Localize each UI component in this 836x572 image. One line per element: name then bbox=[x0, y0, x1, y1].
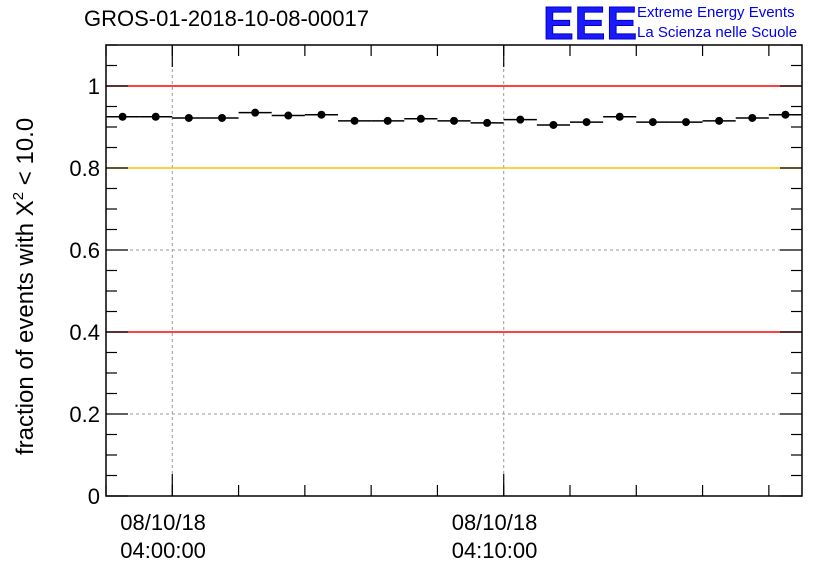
data-point bbox=[648, 118, 657, 127]
y-tick-label: 0.6 bbox=[69, 238, 100, 263]
data-point bbox=[151, 112, 160, 121]
data-point bbox=[184, 113, 193, 122]
data-point bbox=[218, 113, 226, 122]
logo-line-1: Extreme Energy Events bbox=[637, 4, 795, 21]
y-tick-label: 0.8 bbox=[69, 156, 100, 181]
y-tick-label: 0.4 bbox=[69, 320, 100, 345]
y-axis-label: fraction of events with Χ2 < 10.0 bbox=[10, 118, 39, 455]
x-tick-label-time: 04:00:00 bbox=[120, 538, 206, 563]
data-point bbox=[615, 112, 624, 121]
data-point bbox=[781, 110, 790, 119]
data-point bbox=[483, 118, 492, 127]
data-point bbox=[251, 108, 260, 117]
data-point bbox=[416, 114, 425, 123]
y-tick-label: 0.2 bbox=[69, 402, 100, 427]
data-point bbox=[715, 116, 724, 125]
x-tick-label-date: 08/10/18 bbox=[120, 510, 206, 535]
logo-line-2: La Scienza nelle Scuole bbox=[637, 24, 798, 41]
data-point bbox=[284, 111, 293, 120]
data-point bbox=[582, 118, 591, 127]
chart-title: GROS-01-2018-10-08-00017 bbox=[84, 6, 369, 31]
x-tick-label-time: 04:10:00 bbox=[452, 538, 538, 563]
data-point bbox=[450, 116, 458, 125]
data-point bbox=[549, 120, 558, 129]
data-point bbox=[748, 113, 757, 122]
y-tick-label: 0 bbox=[88, 484, 100, 509]
logo-mark: EEE bbox=[542, 0, 639, 49]
data-point bbox=[317, 110, 326, 119]
y-tick-label: 1 bbox=[88, 74, 100, 99]
data-point bbox=[383, 116, 392, 125]
data-point bbox=[350, 116, 359, 125]
plot-frame bbox=[105, 44, 803, 497]
data-point bbox=[682, 118, 690, 127]
data-point bbox=[118, 112, 127, 121]
x-tick-label-date: 08/10/18 bbox=[452, 510, 538, 535]
eee-logo: EEE Extreme Energy Events La Scienza nel… bbox=[542, 0, 833, 49]
data-point bbox=[516, 115, 525, 124]
